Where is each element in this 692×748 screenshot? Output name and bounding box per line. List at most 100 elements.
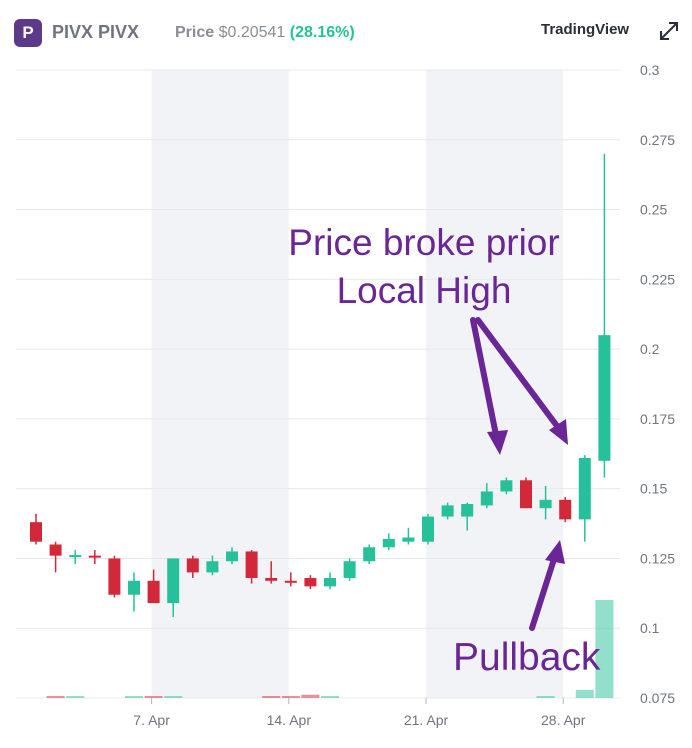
y-tick-label: 0.075 <box>640 690 675 706</box>
candle-body <box>598 335 611 461</box>
candle <box>520 477 532 509</box>
candle <box>49 541 62 573</box>
candle <box>559 497 572 523</box>
candle-body <box>480 491 493 506</box>
candle <box>363 544 376 565</box>
x-tick-label: 28. Apr <box>541 712 586 728</box>
annotations: Price broke prior Local High Pullback <box>288 222 601 679</box>
y-tick-label: 0.1 <box>640 620 660 636</box>
candle <box>324 572 336 590</box>
candle-body <box>128 580 140 595</box>
candle <box>382 533 395 551</box>
tradingview-link[interactable]: TradingView <box>541 21 630 38</box>
candle <box>284 572 297 587</box>
volume-bar <box>595 600 614 698</box>
candle <box>147 569 160 604</box>
expand-arrows-icon[interactable] <box>658 20 680 42</box>
candle-body <box>402 537 415 542</box>
candle-body <box>88 555 101 558</box>
y-tick-label: 0.275 <box>640 132 675 148</box>
y-tick-label: 0.2 <box>640 341 660 357</box>
volume-bar <box>262 696 281 698</box>
candle-body <box>324 577 336 587</box>
candle-body <box>69 555 82 558</box>
x-axis-ticks: 7. Apr 14. Apr 21. Apr 28. Apr <box>133 698 586 728</box>
candle-body <box>108 558 121 595</box>
candle-body <box>147 580 160 604</box>
annotation-pullback: Pullback <box>453 636 601 679</box>
price-value: $0.20541 <box>218 24 286 41</box>
candle <box>226 547 238 565</box>
candle-body <box>226 551 238 562</box>
candle-body <box>265 577 278 581</box>
candle <box>69 550 82 565</box>
volume-bar <box>164 696 183 698</box>
annotation-line1: Price broke prior <box>288 222 559 263</box>
volume-bar <box>536 696 555 698</box>
candles <box>30 153 611 618</box>
candle <box>598 153 611 478</box>
price-label: Price <box>175 24 215 41</box>
candle-body <box>304 577 317 587</box>
candle <box>422 513 434 545</box>
volume-bar <box>46 696 65 698</box>
candle-body <box>441 505 454 517</box>
candle-body <box>559 499 572 520</box>
volume-bar <box>125 696 143 698</box>
candle <box>304 575 317 590</box>
candle-body <box>539 499 552 509</box>
candle-body <box>382 538 395 548</box>
candle <box>500 477 513 495</box>
candle <box>108 555 121 598</box>
candle <box>480 483 493 509</box>
candle-body <box>49 544 62 556</box>
arrow-to-breakout <box>475 317 568 445</box>
x-tick-label: 7. Apr <box>133 712 170 728</box>
volume-bar <box>575 689 594 698</box>
candle-body <box>363 547 376 562</box>
candle-body <box>284 580 297 583</box>
chart-header: P PIVX PIVX Price $0.20541 (28.16%) Trad… <box>0 0 692 62</box>
volume-bar <box>321 696 339 698</box>
y-tick-label: 0.15 <box>640 481 667 497</box>
arrow-to-local-high <box>470 317 508 455</box>
y-tick-label: 0.225 <box>640 271 675 287</box>
candle-body <box>206 561 219 573</box>
annotation-line2: Local High <box>337 270 512 311</box>
candle <box>128 572 140 612</box>
arrow-to-pullback <box>529 540 565 631</box>
y-axis-ticks: 0.3 0.275 0.25 0.225 0.2 0.175 0.15 0.125 0.1 0.0… <box>640 62 675 706</box>
candle <box>343 558 356 581</box>
volume-bar <box>301 694 320 698</box>
volume-bars <box>46 600 614 698</box>
candle <box>539 485 552 520</box>
candle <box>245 550 258 584</box>
price-display: Price $0.20541 (28.16%) <box>175 24 355 42</box>
grid-lines <box>16 69 620 699</box>
y-tick-label: 0.175 <box>640 411 675 427</box>
candle <box>88 550 101 565</box>
candle <box>265 561 278 584</box>
candle-body <box>500 480 513 492</box>
candle <box>206 555 219 576</box>
candle <box>461 502 474 531</box>
candle <box>578 455 591 542</box>
candle-body <box>30 522 42 542</box>
x-tick-label: 21. Apr <box>404 712 449 728</box>
candle-body <box>245 551 258 578</box>
pivx-logo-icon: P <box>14 19 42 47</box>
candle-body <box>186 558 199 573</box>
candle-body <box>520 480 532 509</box>
price-change: (28.16%) <box>289 24 355 41</box>
x-tick-label: 14. Apr <box>267 712 312 728</box>
candle-body <box>343 561 356 578</box>
weekend-shading <box>151 70 564 698</box>
y-tick-label: 0.25 <box>640 202 667 218</box>
coin-title: PIVX PIVX <box>52 22 140 42</box>
volume-bar <box>144 696 163 698</box>
candle <box>441 502 454 520</box>
candle-body <box>167 558 180 604</box>
volume-bar <box>281 696 300 698</box>
candle-body <box>578 457 591 520</box>
